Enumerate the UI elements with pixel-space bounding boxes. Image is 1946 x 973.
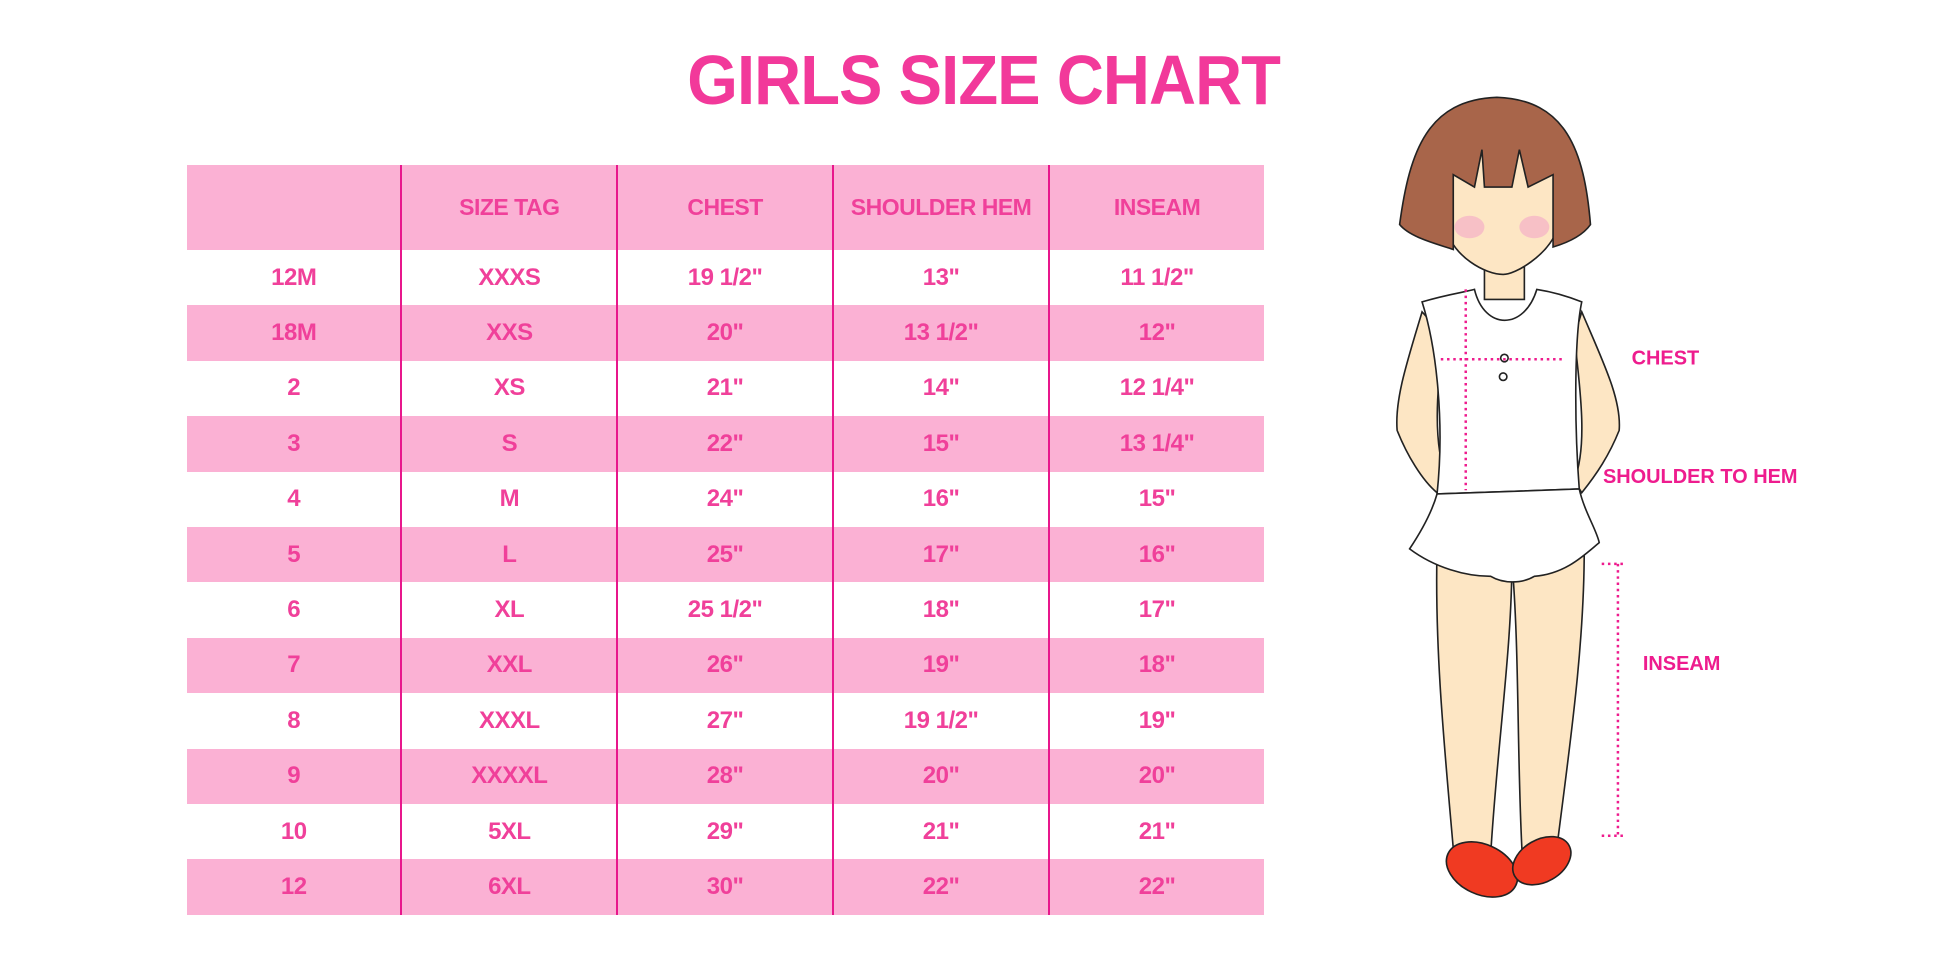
table-cell: 6	[287, 596, 301, 624]
table-cell: 22"	[831, 859, 1050, 915]
table-cell: 19"	[831, 637, 1050, 694]
table-row: 6 XL 25 1/2" 18" 17"	[187, 582, 1264, 638]
table-cell: 19"	[1048, 693, 1264, 749]
right-arm	[1573, 309, 1621, 495]
size-chart-table: SIZE TAG CHEST SHOULDER HEM INSEAM 12M XXXS 1…	[187, 165, 1264, 915]
table-cell: 18"	[1048, 637, 1264, 694]
table-cell: 15"	[831, 416, 1050, 472]
table-cell: 2	[287, 374, 301, 402]
table-cell: 6XL	[400, 859, 618, 915]
table-cell: 29"	[616, 803, 833, 860]
table-cell: 27"	[616, 693, 833, 749]
table-cell: 13"	[831, 250, 1050, 306]
table-cell: 21"	[616, 360, 833, 417]
table-cell: 25 1/2"	[616, 582, 833, 638]
table-cell: 22"	[1048, 859, 1264, 915]
table-cell: 12 1/4"	[1048, 360, 1264, 417]
table-row: 2 XS 21" 14" 12 1/4"	[187, 360, 1264, 417]
chest-label: CHEST	[1632, 347, 1700, 369]
table-cell: 21"	[831, 803, 1050, 860]
table-cell: 8	[287, 706, 301, 734]
table-cell: XXXL	[400, 693, 618, 749]
table-cell: 5	[187, 526, 402, 583]
column-header: INSEAM	[1048, 165, 1264, 250]
table-cell: 19 1/2"	[831, 693, 1050, 749]
table-row: 9 XXXXL 28" 20" 20"	[187, 748, 1264, 804]
table-row: 5 L 25" 17" 16"	[187, 526, 1264, 583]
table-cell: 14"	[831, 360, 1050, 417]
right-shoe	[1512, 835, 1572, 886]
table-cell: 3	[187, 416, 402, 472]
table-cell: 13 1/4"	[1048, 416, 1264, 472]
table-cell: 12"	[1048, 305, 1264, 361]
table-cell: 15"	[1048, 471, 1264, 527]
table-cell: L	[400, 526, 618, 583]
column-header: SHOULDER HEM	[831, 165, 1050, 250]
table-cell: 5XL	[400, 803, 618, 860]
table-cell: 28"	[616, 748, 833, 804]
table-cell: 7	[187, 637, 402, 694]
table-cell: 21"	[1048, 803, 1264, 860]
table-cell: S	[400, 416, 618, 472]
table-row: 8 XXXL 27" 19 1/2" 19"	[187, 693, 1264, 749]
column-header	[187, 165, 402, 250]
table-cell: XXXXL	[400, 748, 618, 804]
column-header: CHEST	[616, 165, 833, 250]
table-cell: 20"	[1048, 748, 1264, 804]
table-cell: 16"	[831, 471, 1050, 527]
table-cell: 20"	[616, 305, 833, 361]
table-cell: 16"	[1048, 526, 1264, 583]
inseam-label: INSEAM	[1643, 653, 1721, 675]
table-cell: 11 1/2"	[1048, 250, 1264, 306]
hair	[1398, 96, 1592, 251]
column-header: SIZE TAG	[400, 165, 618, 250]
table-cell: 24"	[616, 471, 833, 527]
table-row: 7 XXL 26" 19" 18"	[187, 637, 1264, 694]
table-cell: XS	[400, 360, 618, 417]
table-cell: 22"	[616, 416, 833, 472]
table-cell: XXS	[400, 305, 618, 361]
table-cell: 13 1/2"	[831, 305, 1050, 361]
table-cell: XXL	[400, 637, 618, 694]
table-cell: 12M	[271, 263, 317, 291]
table-cell: 17"	[1048, 582, 1264, 638]
table-header-row: SIZE TAG CHEST SHOULDER HEM INSEAM	[187, 165, 1264, 250]
table-cell: 19 1/2"	[616, 250, 833, 306]
table-cell: 25"	[616, 526, 833, 583]
table-cell: 20"	[831, 748, 1050, 804]
shoulder-to-hem-label: SHOULDER TO HEM	[1603, 466, 1798, 488]
table-row: 10 5XL 29" 21" 21"	[187, 803, 1264, 860]
page-title: GIRLS SIZE CHART	[687, 41, 1281, 119]
table-cell: 17"	[831, 526, 1050, 583]
table-row: 18M XXS 20" 13 1/2" 12"	[187, 305, 1264, 361]
table-cell: XL	[400, 582, 618, 638]
table-cell: 4	[287, 485, 301, 513]
table-row: 3 S 22" 15" 13 1/4"	[187, 416, 1264, 472]
table-cell: 10	[280, 817, 307, 845]
table-cell: 18"	[831, 582, 1050, 638]
table-cell: 12	[187, 859, 402, 915]
table-cell: 26"	[616, 637, 833, 694]
shirt	[1421, 288, 1583, 495]
table-row: 12 6XL 30" 22" 22"	[187, 859, 1264, 915]
table-cell: M	[400, 471, 618, 527]
table-cell: 9	[187, 748, 402, 804]
table-cell: XXXS	[400, 250, 618, 306]
bloomers	[1408, 488, 1601, 583]
table-cell: 30"	[616, 859, 833, 915]
table-cell: 18M	[187, 305, 402, 361]
table-row: 12M XXXS 19 1/2" 13" 11 1/2"	[187, 250, 1264, 306]
table-row: 4 M 24" 16" 15"	[187, 471, 1264, 527]
legs	[1435, 548, 1586, 856]
left-shoe	[1445, 841, 1519, 898]
